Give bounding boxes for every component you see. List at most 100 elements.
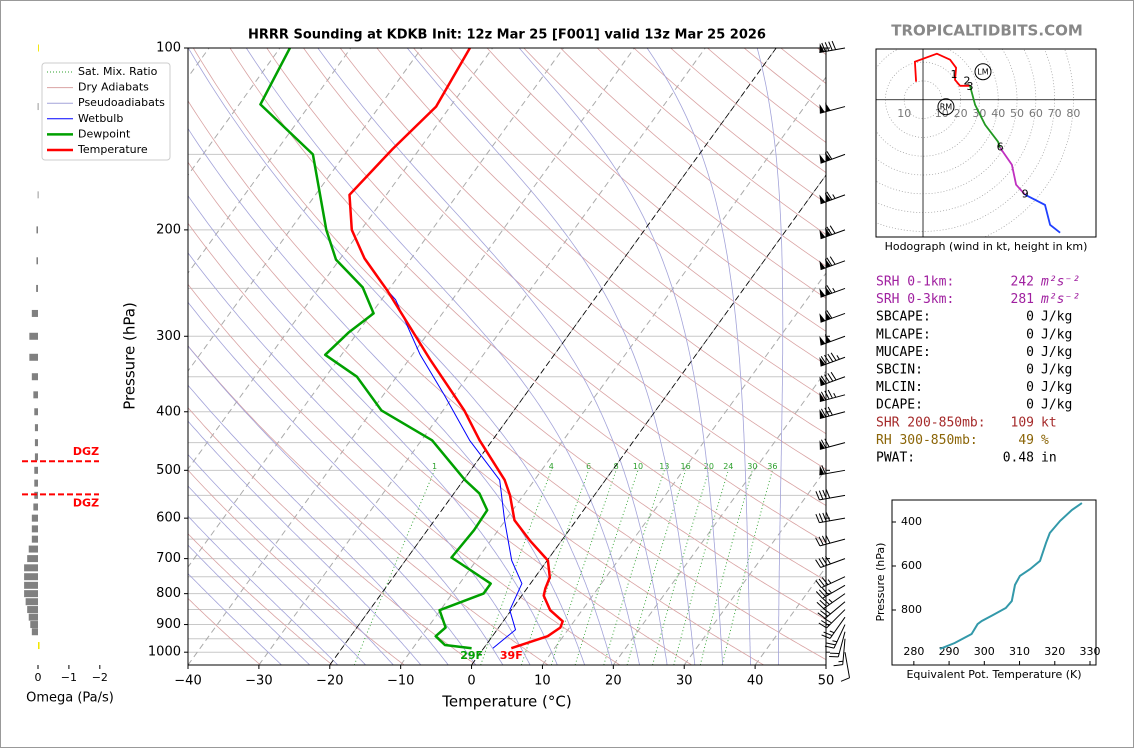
moist-adiabat: [518, 48, 724, 665]
hodo-trace: [913, 52, 970, 87]
thetae-x-tick-label: 280: [903, 645, 924, 658]
barb-shaft: [819, 411, 846, 419]
barb-full: [821, 620, 830, 626]
x-tick-label: 30: [676, 674, 693, 689]
hodo-ring-label: 50: [1010, 107, 1024, 120]
omega-bar: [31, 514, 38, 522]
barb-full: [824, 354, 830, 364]
y-tick-label: 400: [156, 404, 181, 419]
surface-label: 39F: [500, 649, 523, 662]
mixing-ratio-label: 16: [680, 462, 690, 471]
y-tick-label: 1000: [148, 645, 181, 660]
omega-bar: [34, 408, 38, 416]
isotherm: [188, 48, 423, 372]
hodo-ring-label: 20: [954, 107, 968, 120]
wind-barb: [819, 389, 846, 403]
omega-bar: [36, 226, 38, 234]
barb-pennant: [819, 357, 826, 367]
barb-full: [822, 489, 827, 499]
dry-adiabat: [266, 48, 826, 544]
barb-full: [818, 490, 824, 500]
stat-value: 0: [1026, 398, 1034, 413]
omega-bar: [36, 284, 38, 292]
omega-bar: [29, 332, 38, 340]
barb-half: [828, 589, 832, 594]
omega-bar: [33, 391, 38, 399]
y-tick-label: 900: [156, 617, 181, 632]
isotherm: [542, 272, 826, 665]
thetae-x-tick-label: 300: [974, 645, 995, 658]
stat-label: MLCAPE:: [876, 327, 931, 342]
stat-value: 281: [1011, 292, 1034, 307]
barb-full: [821, 577, 829, 586]
height-label: 2: [964, 75, 971, 88]
dry-adiabat: [339, 48, 826, 470]
mixing-ratio-line: [652, 470, 710, 665]
barb-shaft: [819, 494, 846, 501]
barb-full: [820, 408, 827, 418]
stat-label: SRH 0-1km:: [876, 275, 954, 290]
barb-pennant: [825, 152, 831, 162]
wind-barb: [815, 489, 846, 501]
wind-barb: [819, 371, 846, 387]
barb-shaft: [837, 631, 846, 657]
storm-motion-marker: [974, 63, 992, 81]
dgz-label: DGZ: [73, 445, 99, 458]
barb-half: [829, 630, 835, 634]
profile-line: [386, 290, 523, 649]
storm-motion-marker: [937, 98, 955, 116]
omega-bar: [37, 191, 39, 199]
barb-full: [828, 41, 833, 51]
stat-unit: J/kg: [1041, 398, 1072, 413]
wind-barb: [840, 652, 851, 682]
barb-pennant: [819, 104, 825, 114]
barb-full: [815, 537, 821, 547]
barb-pennant: [819, 440, 825, 450]
omega-bar: [36, 257, 38, 265]
barb-full: [820, 439, 827, 449]
stat-value: 242: [1011, 275, 1034, 290]
barb-full: [826, 191, 833, 200]
dry-adiabat: [303, 48, 826, 507]
barb-full: [821, 557, 828, 566]
barb-shaft: [820, 194, 846, 205]
barb-full: [826, 151, 833, 160]
omega-bar: [37, 103, 39, 111]
barb-shaft: [819, 517, 846, 524]
hodo-trace: [969, 85, 1001, 148]
barb-full: [826, 642, 836, 646]
barb-pennant: [819, 336, 826, 346]
omega-bar: [31, 628, 38, 636]
barb-full: [827, 406, 833, 416]
legend-box: [41, 62, 171, 161]
thetae-y-tick-label: 600: [901, 559, 922, 572]
barb-full: [826, 285, 833, 294]
dry-adiabat: [188, 345, 549, 665]
height-label: 9: [1022, 188, 1029, 201]
omega-tick-label: −2: [92, 671, 108, 684]
stat-unit: J/kg: [1041, 327, 1072, 342]
barb-half: [827, 579, 832, 584]
barb-full: [824, 438, 830, 448]
mixing-ratio-label: 6: [586, 462, 591, 471]
height-label: 3: [967, 80, 974, 93]
wind-barb: [833, 638, 846, 667]
x-tick-label: −40: [174, 674, 201, 689]
barb-shaft: [822, 584, 846, 599]
dry-adiabat: [486, 48, 826, 332]
hodo-ring-label: 40: [991, 107, 1005, 120]
dry-adiabat: [450, 48, 826, 366]
moist-adiabat: [188, 301, 504, 665]
wind-barb: [815, 534, 846, 547]
stat-value: 0: [1026, 380, 1034, 395]
mixing-ratio-line: [699, 470, 753, 665]
y-tick-label: 300: [156, 329, 181, 344]
stat-label: PWAT:: [876, 451, 915, 466]
barb-pennant: [819, 465, 825, 475]
legend-label: Temperature: [77, 143, 148, 156]
legend-label: Pseudoadiabats: [78, 96, 165, 109]
barb-shaft: [823, 593, 846, 609]
barb-full: [821, 465, 826, 474]
y-axis-label: Pressure (hPa): [121, 302, 139, 410]
x-tick-label: 50: [818, 674, 835, 689]
